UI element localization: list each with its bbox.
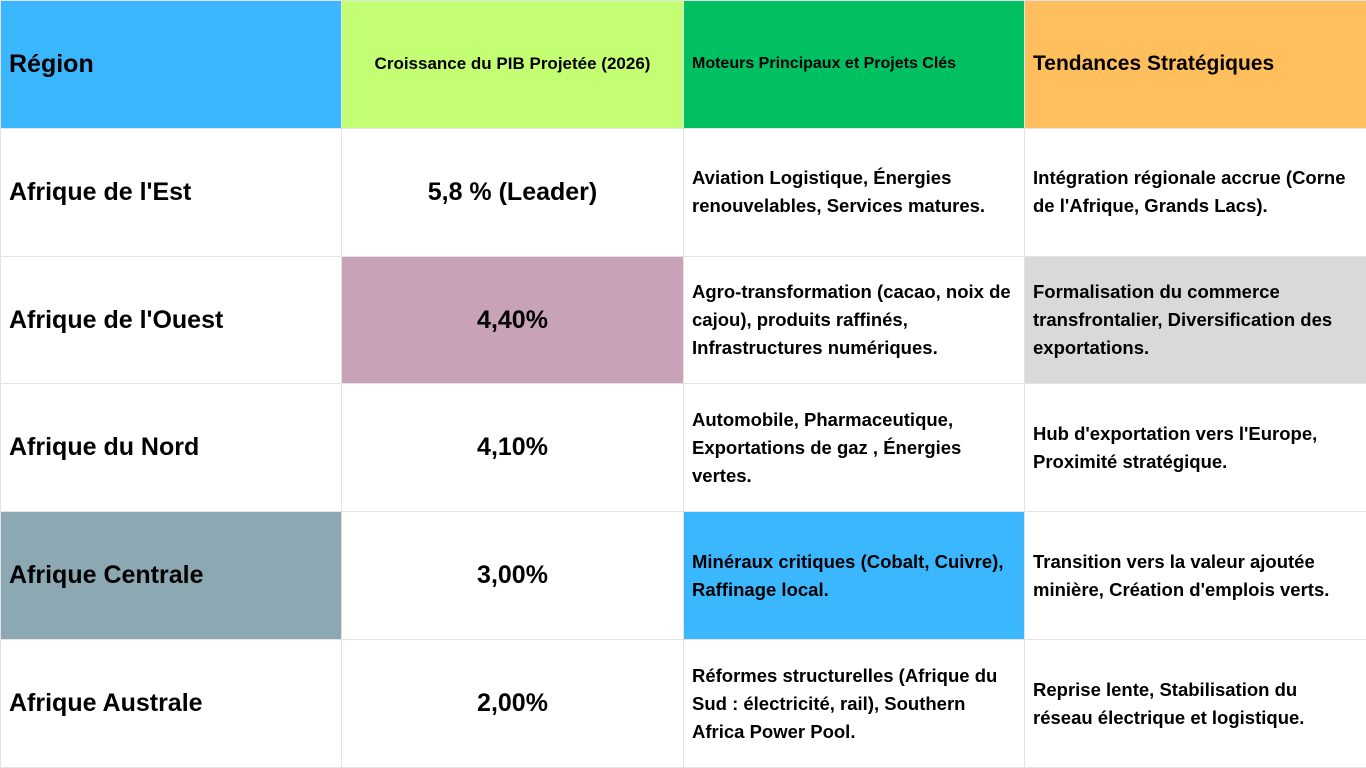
growth-cell: 3,00% xyxy=(341,511,684,641)
region-cell: Afrique du Nord xyxy=(0,383,342,513)
region-cell: Afrique de l'Ouest xyxy=(0,255,342,385)
drivers-cell: Minéraux critiques (Cobalt, Cuivre), Raf… xyxy=(683,511,1025,641)
drivers-cell: Réformes structurelles (Afrique du Sud :… xyxy=(683,639,1025,768)
trends-cell: Reprise lente, Stabilisation du réseau é… xyxy=(1024,639,1366,768)
header-row: Région Croissance du PIB Projetée (2026)… xyxy=(0,0,1366,129)
growth-cell: 5,8 % (Leader) xyxy=(341,127,684,257)
table-row: Afrique de l'Ouest 4,40% Agro-transformati… xyxy=(0,255,1366,385)
drivers-cell: Agro-transformation (cacao, noix de cajo… xyxy=(683,255,1025,385)
table-row: Afrique Australe 2,00% Réformes structurel… xyxy=(0,639,1366,768)
growth-cell: 2,00% xyxy=(341,639,684,768)
trends-cell: Hub d'exportation vers l'Europe, Proximi… xyxy=(1024,383,1366,513)
trends-cell: Transition vers la valeur ajoutée minièr… xyxy=(1024,511,1366,641)
drivers-cell: Automobile, Pharmaceutique, Exportations… xyxy=(683,383,1025,513)
header-region: Région xyxy=(0,0,342,129)
header-drivers: Moteurs Principaux et Projets Clés xyxy=(683,0,1025,129)
region-cell: Afrique Australe xyxy=(0,639,342,768)
growth-cell: 4,40% xyxy=(341,255,684,385)
region-cell: Afrique de l'Est xyxy=(0,127,342,257)
trends-cell: Formalisation du commerce transfrontalie… xyxy=(1024,255,1366,385)
drivers-cell: Aviation Logistique, Énergies renouvelab… xyxy=(683,127,1025,257)
region-cell: Afrique Centrale xyxy=(0,511,342,641)
table-row: Afrique de l'Est 5,8 % (Leader) Aviation L… xyxy=(0,127,1366,257)
header-trends: Tendances Stratégiques xyxy=(1024,0,1366,129)
trends-cell: Intégration régionale accrue (Corne de l… xyxy=(1024,127,1366,257)
growth-cell: 4,10% xyxy=(341,383,684,513)
header-growth: Croissance du PIB Projetée (2026) xyxy=(341,0,684,129)
table-row: Afrique du Nord 4,10% Automobile, Pharmace… xyxy=(0,383,1366,513)
table-row: Afrique Centrale 3,00% Minéraux critiques … xyxy=(0,511,1366,641)
